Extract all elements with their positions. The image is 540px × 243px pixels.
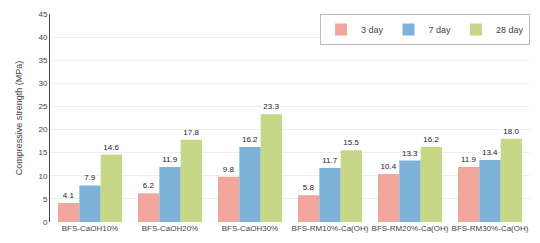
svg-text:5: 5 [43, 195, 48, 204]
svg-text:11.9: 11.9 [162, 155, 178, 164]
svg-text:7.9: 7.9 [84, 173, 96, 182]
svg-text:25: 25 [38, 102, 47, 111]
svg-text:BFS-CaOH10%: BFS-CaOH10% [62, 224, 118, 233]
svg-text:BFS-RM30%-Ca(OH): BFS-RM30%-Ca(OH) [452, 224, 529, 233]
svg-text:18.0: 18.0 [503, 127, 519, 136]
svg-text:35: 35 [38, 56, 47, 65]
svg-text:7 day: 7 day [429, 25, 452, 35]
svg-text:6.2: 6.2 [143, 181, 155, 190]
svg-text:16.2: 16.2 [423, 135, 439, 144]
svg-text:14.6: 14.6 [103, 143, 119, 152]
svg-text:BFS-RM20%-Ca(OH): BFS-RM20%-Ca(OH) [372, 224, 449, 233]
svg-text:23.3: 23.3 [263, 102, 279, 111]
svg-text:15: 15 [38, 148, 47, 157]
svg-text:4.1: 4.1 [63, 191, 75, 200]
svg-text:5.8: 5.8 [303, 183, 315, 192]
svg-text:11.9: 11.9 [461, 155, 477, 164]
svg-text:28 day: 28 day [496, 25, 524, 35]
svg-text:45: 45 [38, 10, 47, 19]
svg-text:10.4: 10.4 [381, 162, 397, 171]
svg-text:3 day: 3 day [361, 25, 384, 35]
svg-text:10: 10 [38, 172, 47, 181]
svg-text:20: 20 [38, 125, 47, 134]
svg-text:15.5: 15.5 [343, 138, 359, 147]
svg-text:0: 0 [43, 218, 48, 227]
svg-text:13.4: 13.4 [482, 148, 498, 157]
svg-text:30: 30 [38, 79, 47, 88]
svg-text:9.8: 9.8 [223, 165, 235, 174]
svg-text:11.7: 11.7 [322, 156, 338, 165]
svg-text:BFS-CaOH20%: BFS-CaOH20% [142, 224, 198, 233]
svg-text:40: 40 [38, 33, 47, 42]
svg-text:Compressive strength (MPa): Compressive strength (MPa) [14, 61, 24, 176]
svg-text:BFS-CaOH30%: BFS-CaOH30% [222, 224, 278, 233]
svg-text:16.2: 16.2 [242, 135, 258, 144]
svg-text:17.8: 17.8 [183, 128, 199, 137]
svg-text:13.3: 13.3 [402, 149, 418, 158]
svg-text:BFS-RM10%-Ca(OH): BFS-RM10%-Ca(OH) [292, 224, 369, 233]
